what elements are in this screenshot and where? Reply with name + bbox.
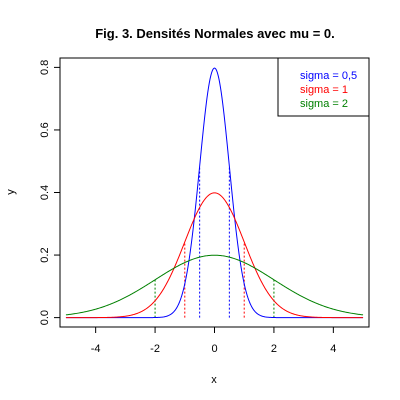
y-tick-label: 0.4 [39, 185, 51, 200]
density-curves [65, 67, 364, 319]
x-tick-label: 0 [211, 343, 217, 355]
legend-entry-sigma-1: sigma = 1 [300, 84, 348, 96]
series-line-2 [65, 254, 364, 316]
chart-title: Fig. 3. Densités Normales avec mu = 0. [95, 26, 335, 41]
y-tick-label: 0.0 [39, 310, 51, 325]
series-line-1 [65, 192, 364, 319]
legend-box [277, 57, 370, 117]
x-tick-label: 4 [330, 343, 336, 355]
reference-lines [154, 166, 275, 318]
y-axis-label: y [5, 189, 17, 195]
x-axis-label: x [211, 374, 217, 386]
x-axis: -4 -2 0 2 4 [91, 326, 336, 355]
y-tick-label: 0.8 [39, 60, 51, 75]
y-tick-label: 0.2 [39, 247, 51, 262]
legend-entry-sigma-2: sigma = 2 [300, 98, 348, 110]
y-axis: 0.0 0.2 0.4 0.6 0.8 [39, 60, 61, 325]
legend: sigma = 0,5 sigma = 1 sigma = 2 [277, 57, 370, 117]
x-tick-label: -4 [91, 343, 101, 355]
y-tick-label: 0.6 [39, 122, 51, 137]
x-tick-label: 2 [271, 343, 277, 355]
legend-entry-sigma-0-5: sigma = 0,5 [300, 70, 357, 82]
x-tick-label: -2 [150, 343, 160, 355]
